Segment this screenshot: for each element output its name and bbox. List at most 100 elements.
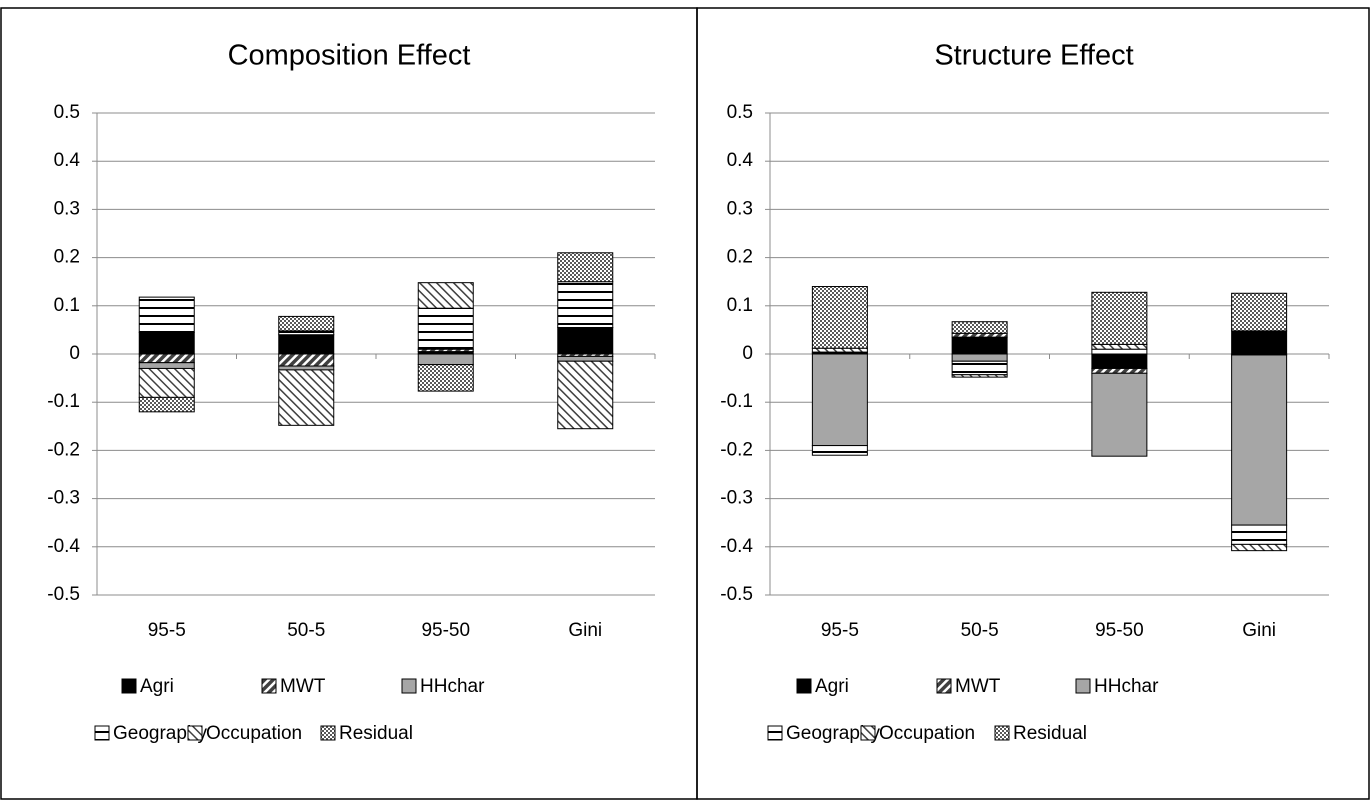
bar-segment — [138, 362, 195, 369]
x-tick-label: 50-5 — [961, 620, 999, 641]
legend-swatch — [320, 725, 336, 741]
y-tick-label: -0.3 — [47, 488, 80, 509]
x-tick-label: 95-50 — [1095, 620, 1144, 641]
bar-segment — [557, 252, 614, 283]
legend-swatch — [94, 725, 110, 741]
y-tick-label: 0 — [742, 343, 753, 364]
y-tick-label: -0.2 — [47, 439, 80, 460]
chart-title: Composition Effect — [228, 40, 471, 72]
legend-label: Geography — [786, 723, 881, 744]
y-tick-label: 0.1 — [54, 295, 80, 316]
legend-swatch — [994, 725, 1010, 741]
bar-segment — [1091, 367, 1148, 374]
legend-label: Agri — [815, 676, 849, 697]
legend-label: Residual — [339, 723, 413, 744]
bar-segment — [557, 326, 614, 355]
bar-segment — [138, 396, 195, 413]
bar-segment — [557, 360, 614, 430]
legend-swatch — [261, 678, 277, 694]
bar-segment — [417, 307, 474, 350]
bar-segment — [1091, 372, 1148, 457]
legend-swatch — [936, 678, 952, 694]
chart-title: Structure Effect — [934, 40, 1133, 72]
bar-segment — [278, 365, 335, 371]
y-tick-label: 0.5 — [727, 102, 753, 123]
bar-segment — [278, 315, 335, 332]
bar-segment — [811, 353, 868, 447]
bar-segment — [951, 374, 1008, 378]
y-tick-label: -0.1 — [720, 391, 753, 412]
bar-segment — [138, 331, 195, 355]
y-tick-label: 0.3 — [54, 198, 80, 219]
legend-label: Agri — [140, 676, 174, 697]
y-tick-label: 0.4 — [727, 150, 754, 171]
y-tick-label: 0.2 — [54, 247, 80, 268]
y-tick-label: 0.4 — [54, 150, 81, 171]
legend-label: Geography — [113, 723, 208, 744]
bar-segment — [278, 353, 335, 367]
bar-segment — [1091, 343, 1148, 350]
x-tick-label: 95-50 — [421, 620, 470, 641]
bar-segment — [1091, 291, 1148, 345]
legend-label: Occupation — [206, 723, 302, 744]
legend-swatch — [1075, 678, 1091, 694]
legend-label: Occupation — [879, 723, 975, 744]
bar-segment — [951, 321, 1008, 334]
bar-segment — [278, 330, 335, 336]
bar-segment — [557, 355, 614, 362]
bar-segment — [811, 445, 868, 456]
bar-segment — [1231, 543, 1288, 552]
legend-label: HHchar — [420, 676, 485, 697]
legend-label: HHchar — [1094, 676, 1159, 697]
legend-swatch — [187, 725, 203, 741]
x-tick-label: 50-5 — [287, 620, 325, 641]
bar-segment — [417, 353, 474, 366]
bar-segment — [1231, 330, 1288, 355]
bar-segment — [1231, 524, 1288, 545]
bar-segment — [951, 360, 1008, 376]
y-tick-label: 0.3 — [727, 198, 753, 219]
x-tick-label: 95-5 — [148, 620, 186, 641]
bar-segment — [138, 367, 195, 398]
legend-swatch — [767, 725, 783, 741]
bar-segment — [278, 369, 335, 426]
y-tick-label: -0.3 — [720, 488, 753, 509]
bar-segment — [811, 286, 868, 349]
bar-segment — [811, 347, 868, 353]
y-tick-label: 0.2 — [727, 247, 753, 268]
legend-label: MWT — [955, 676, 1001, 697]
y-tick-label: -0.4 — [720, 536, 753, 557]
bar-segment — [417, 282, 474, 309]
y-tick-label: -0.1 — [47, 391, 80, 412]
bar-segment — [557, 281, 614, 328]
bar-segment — [1231, 292, 1288, 332]
legend-swatch — [121, 678, 137, 694]
bar-segment — [1231, 354, 1288, 526]
bar-segment — [278, 334, 335, 355]
y-tick-label: 0 — [69, 343, 80, 364]
bar-segment — [138, 353, 195, 364]
bar-segment — [417, 364, 474, 392]
y-tick-label: -0.5 — [720, 584, 753, 605]
legend-swatch — [796, 678, 812, 694]
y-tick-label: 0.5 — [54, 102, 80, 123]
legend-label: Residual — [1013, 723, 1087, 744]
bar-segment — [1091, 353, 1148, 369]
y-tick-label: -0.5 — [47, 584, 80, 605]
bar-segment — [1091, 348, 1148, 355]
y-tick-label: 0.1 — [727, 295, 753, 316]
y-tick-label: -0.2 — [720, 439, 753, 460]
bar-segment — [138, 296, 195, 333]
bar-segment — [951, 332, 1008, 338]
legend-label: MWT — [280, 676, 326, 697]
panel-border — [696, 7, 1370, 800]
bar-segment — [951, 336, 1008, 355]
x-tick-label: Gini — [1242, 620, 1276, 641]
legend-swatch — [401, 678, 417, 694]
bar-segment — [951, 353, 1008, 362]
x-tick-label: 95-5 — [821, 620, 859, 641]
legend-swatch — [860, 725, 876, 741]
x-tick-label: Gini — [568, 620, 602, 641]
